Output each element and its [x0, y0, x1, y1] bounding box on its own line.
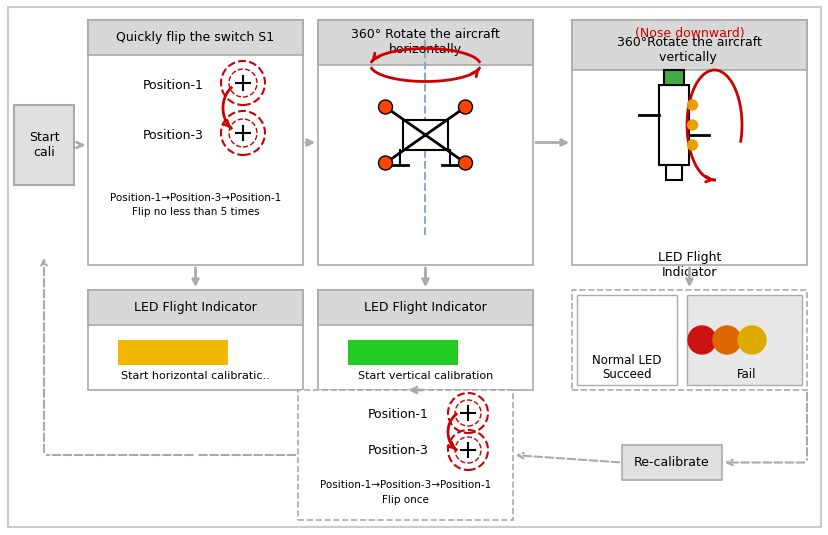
Text: Start horizontal calibratic..: Start horizontal calibratic.. [121, 371, 270, 381]
FancyBboxPatch shape [576, 295, 676, 385]
FancyBboxPatch shape [659, 85, 689, 165]
FancyBboxPatch shape [402, 120, 447, 150]
Text: Start
cali: Start cali [29, 131, 60, 159]
Circle shape [378, 156, 392, 170]
Circle shape [458, 156, 472, 170]
Text: Flip once: Flip once [382, 495, 428, 505]
FancyBboxPatch shape [88, 20, 303, 55]
Text: Re-calibrate: Re-calibrate [633, 456, 709, 469]
Circle shape [686, 140, 696, 150]
Text: LED Flight Indicator: LED Flight Indicator [134, 301, 257, 314]
Text: LED Flight Indicator: LED Flight Indicator [363, 301, 486, 314]
Text: Position-1: Position-1 [142, 79, 204, 91]
FancyBboxPatch shape [686, 295, 801, 385]
Text: Fail: Fail [736, 369, 756, 381]
FancyBboxPatch shape [318, 290, 532, 390]
Text: Normal LED: Normal LED [591, 354, 661, 366]
FancyBboxPatch shape [666, 165, 681, 180]
Circle shape [378, 100, 392, 114]
FancyBboxPatch shape [571, 20, 806, 265]
FancyBboxPatch shape [88, 290, 303, 390]
Circle shape [687, 326, 715, 354]
FancyBboxPatch shape [118, 340, 228, 365]
FancyBboxPatch shape [8, 7, 820, 527]
Text: Start vertical calibration: Start vertical calibration [358, 371, 493, 381]
Text: 360° Rotate the aircraft
horizontally: 360° Rotate the aircraft horizontally [350, 28, 499, 56]
Text: 360°Rotate the aircraft
vertically: 360°Rotate the aircraft vertically [616, 36, 761, 64]
Text: Succeed: Succeed [601, 369, 651, 381]
FancyBboxPatch shape [14, 105, 74, 185]
FancyBboxPatch shape [318, 20, 532, 65]
Circle shape [686, 100, 696, 110]
FancyBboxPatch shape [348, 340, 457, 365]
Text: LED Flight
Indicator: LED Flight Indicator [657, 251, 720, 279]
FancyBboxPatch shape [571, 20, 806, 70]
Circle shape [458, 100, 472, 114]
Text: Position-1: Position-1 [368, 409, 428, 422]
Text: Quickly flip the switch S1: Quickly flip the switch S1 [116, 30, 274, 43]
Circle shape [712, 326, 740, 354]
FancyBboxPatch shape [297, 390, 513, 520]
Text: Position-3: Position-3 [368, 444, 428, 456]
FancyBboxPatch shape [88, 290, 303, 325]
Text: Position-1→Position-3→Position-1: Position-1→Position-3→Position-1 [320, 480, 490, 490]
FancyBboxPatch shape [318, 20, 532, 265]
Circle shape [686, 120, 696, 130]
Text: Position-1→Position-3→Position-1
Flip no less than 5 times: Position-1→Position-3→Position-1 Flip no… [110, 193, 281, 217]
Circle shape [737, 326, 765, 354]
FancyBboxPatch shape [88, 20, 303, 265]
FancyBboxPatch shape [571, 290, 806, 390]
FancyBboxPatch shape [664, 70, 684, 85]
FancyBboxPatch shape [318, 290, 532, 325]
Text: (Nose downward): (Nose downward) [634, 27, 744, 40]
Text: Position-3: Position-3 [142, 128, 204, 141]
FancyBboxPatch shape [621, 445, 721, 480]
